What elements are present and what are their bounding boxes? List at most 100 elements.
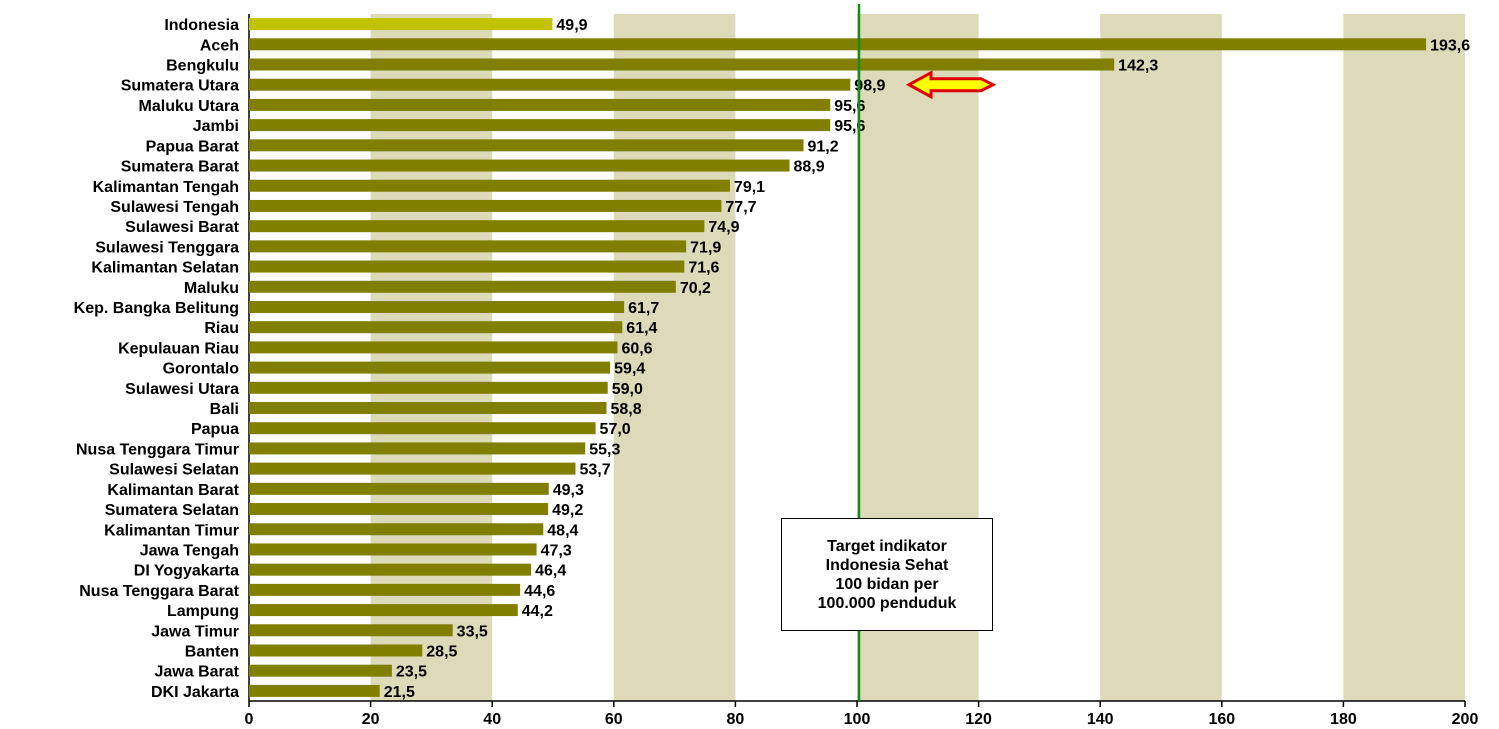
grid-band — [1100, 14, 1222, 701]
value-label: 49,2 — [552, 502, 583, 519]
value-label: 33,5 — [457, 623, 488, 640]
x-tick-label: 60 — [605, 711, 623, 728]
value-label: 57,0 — [600, 421, 631, 438]
bar — [249, 684, 380, 697]
value-label: 46,4 — [535, 563, 566, 580]
grid-band — [613, 14, 736, 701]
category-label: Sumatera Barat — [121, 159, 240, 176]
bar — [249, 664, 392, 677]
value-label: 49,9 — [556, 17, 587, 34]
category-label: Nusa Tenggara Barat — [79, 583, 239, 600]
category-label: Kepulauan Riau — [118, 340, 239, 357]
value-label: 44,2 — [522, 603, 553, 620]
bar — [249, 199, 722, 212]
category-label: Bengkulu — [166, 58, 239, 75]
value-label: 71,6 — [688, 260, 719, 277]
value-label: 58,8 — [611, 401, 642, 418]
value-label: 59,0 — [612, 381, 643, 398]
value-label: 95,6 — [834, 118, 865, 135]
grid-band — [1343, 14, 1465, 701]
value-label: 70,2 — [680, 280, 711, 297]
bar — [249, 583, 521, 596]
category-label: Sulawesi Tenggara — [95, 239, 239, 256]
value-label: 98,9 — [854, 78, 885, 95]
category-label: Nusa Tenggara Timur — [76, 441, 239, 458]
bar — [249, 300, 625, 313]
x-tick-label: 40 — [483, 711, 501, 728]
value-label: 71,9 — [690, 239, 721, 256]
value-label: 28,5 — [426, 643, 457, 660]
value-label: 47,3 — [541, 542, 572, 559]
value-label: 61,7 — [628, 300, 659, 317]
category-label: Lampung — [167, 603, 239, 620]
category-label: Sulawesi Barat — [125, 219, 240, 236]
highlight-arrow-group — [905, 70, 997, 100]
category-label: Banten — [185, 643, 239, 660]
highlight-arrow-icon — [905, 70, 997, 100]
category-label: Aceh — [200, 37, 239, 54]
bar — [249, 422, 596, 435]
value-label: 53,7 — [579, 462, 610, 479]
category-label: DI Yogyakarta — [134, 563, 239, 580]
bar — [249, 604, 518, 617]
x-axis-ticks: 0 20 40 60 80 100 120 140 160 180 200 — [245, 701, 1479, 728]
bar — [249, 402, 607, 415]
bar — [249, 503, 549, 516]
category-label: Kalimantan Selatan — [91, 260, 239, 277]
bar — [249, 341, 618, 354]
category-label: Sulawesi Tengah — [110, 199, 239, 216]
bar — [249, 543, 537, 556]
category-label: Jawa Barat — [155, 664, 240, 681]
x-tick-label: 120 — [965, 711, 992, 728]
value-label: 61,4 — [626, 320, 657, 337]
category-label: Papua — [191, 421, 239, 438]
value-label: 23,5 — [396, 664, 427, 681]
bar — [249, 523, 544, 536]
bar — [249, 442, 586, 455]
value-label: 55,3 — [589, 441, 620, 458]
bar — [249, 98, 831, 111]
target-annotation: Target indikator Indonesia Sehat 100 bid… — [781, 518, 993, 631]
category-label: Jawa Timur — [151, 623, 239, 640]
value-labels: 49,9 193,6 142,3 98,9 95,6 95,6 91,2 88,9 79,1 77… — [384, 17, 1471, 701]
value-label: 60,6 — [621, 340, 652, 357]
x-tick-label: 20 — [362, 711, 380, 728]
category-label: Kep. Bangka Belitung — [74, 300, 239, 317]
bar — [249, 563, 532, 576]
x-tick-label: 180 — [1330, 711, 1357, 728]
bar — [249, 280, 676, 293]
bar — [249, 78, 851, 91]
bar — [249, 462, 576, 475]
value-label: 59,4 — [614, 361, 645, 378]
category-label: Riau — [204, 320, 239, 337]
bar — [249, 260, 685, 273]
x-tick-label: 80 — [727, 711, 745, 728]
bar — [249, 624, 453, 637]
bar — [249, 381, 608, 394]
bar — [249, 179, 730, 192]
bar — [249, 119, 831, 132]
category-label: Sumatera Selatan — [105, 502, 239, 519]
bar — [249, 240, 687, 253]
bar — [249, 482, 549, 495]
category-label: DKI Jakarta — [151, 684, 239, 701]
value-label: 49,3 — [553, 482, 584, 499]
bars — [249, 18, 1427, 697]
category-label: Bali — [210, 401, 239, 418]
category-label: Maluku — [184, 280, 239, 297]
value-label: 193,6 — [1430, 37, 1470, 54]
value-label: 91,2 — [807, 138, 838, 155]
value-label: 44,6 — [524, 583, 555, 600]
value-label: 21,5 — [384, 684, 415, 701]
x-tick-label: 160 — [1208, 711, 1235, 728]
category-label: Maluku Utara — [139, 98, 240, 115]
value-label: 74,9 — [708, 219, 739, 236]
grid-band — [370, 14, 493, 701]
category-label: Kalimantan Barat — [107, 482, 239, 499]
category-label: Sumatera Utara — [121, 78, 239, 95]
bar — [249, 321, 623, 334]
x-tick-label: 0 — [245, 711, 254, 728]
x-tick-label: 200 — [1452, 711, 1479, 728]
bar — [249, 361, 611, 374]
